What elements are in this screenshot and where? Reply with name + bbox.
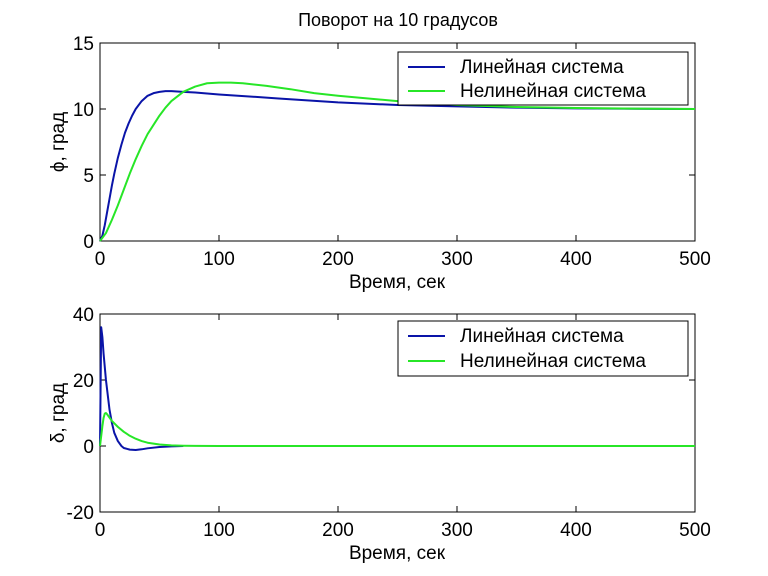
series-line-linear [99, 326, 184, 451]
y-tick-label: 5 [83, 166, 94, 187]
y-tick-label: 40 [73, 305, 94, 326]
y-tick-label: 20 [73, 371, 94, 392]
x-tick-label: 200 [322, 520, 354, 541]
y-tick-label: 10 [73, 100, 94, 121]
x-tick-label: 500 [679, 520, 711, 541]
y-tick-label: -20 [67, 503, 94, 524]
x-tick-label: 100 [203, 249, 235, 270]
x-tick-label: 500 [679, 249, 711, 270]
x-tick-label: 0 [95, 249, 106, 270]
x-tick-label: 0 [95, 520, 106, 541]
x-tick-labels: 0 100 200 300 400 500 [95, 249, 711, 270]
y-axis-label: δ, град [48, 383, 69, 443]
legend-label-nonlinear: Нелинейная система [460, 351, 646, 372]
x-tick-labels: 0 100 200 300 400 500 [95, 520, 711, 541]
x-tick-label: 300 [441, 249, 473, 270]
x-tick-label: 300 [441, 520, 473, 541]
x-tick-label: 100 [203, 520, 235, 541]
y-tick-label: 0 [83, 232, 94, 253]
y-tick-labels: -20 0 20 40 [67, 305, 94, 524]
series-line-nonlinear [99, 412, 695, 447]
y-axis-label: ϕ, град [48, 112, 69, 172]
x-axis-label: Время, сек [349, 543, 446, 564]
y-tick-label: 15 [73, 34, 94, 55]
legend-box [397, 51, 689, 106]
x-tick-label: 400 [560, 249, 592, 270]
legend: Линейная система Нелинейная система [397, 51, 689, 106]
legend-label-nonlinear: Нелинейная система [460, 81, 646, 102]
legend-box [397, 320, 689, 377]
y-tick-labels: 0 5 10 15 [73, 34, 94, 253]
chart-phi: Поворот на 10 градусов 0 100 200 300 400 500 … [48, 10, 711, 293]
legend-label-linear: Линейная система [460, 57, 624, 78]
x-axis-label: Время, сек [349, 272, 446, 293]
y-tick-label: 0 [83, 437, 94, 458]
chart-title: Поворот на 10 градусов [298, 10, 498, 30]
x-tick-label: 200 [322, 249, 354, 270]
x-tick-label: 400 [560, 520, 592, 541]
legend: Линейная система Нелинейная система [397, 320, 689, 377]
series-lines [99, 326, 695, 451]
tick-marks [99, 42, 696, 242]
legend-label-linear: Линейная система [460, 326, 624, 347]
